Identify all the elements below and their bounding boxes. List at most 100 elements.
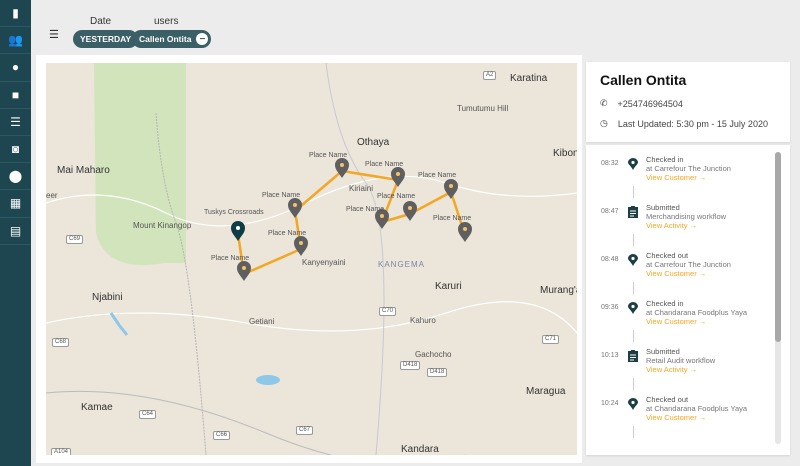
road-label: D418 <box>400 361 421 370</box>
event-time: 09:36 <box>601 304 619 311</box>
road-label: C67 <box>296 426 314 435</box>
route-segment <box>341 169 399 182</box>
marker-label: Place Name <box>433 215 472 222</box>
user-name: Callen Ontita <box>600 72 687 88</box>
map-place-label: Tumutumu Hill <box>457 104 509 113</box>
map[interactable]: IhitheWamaganaKaratinaTumutumu HillOthay… <box>46 63 577 455</box>
map-marker[interactable] <box>231 221 245 241</box>
camera-icon[interactable]: ◙ <box>0 136 31 164</box>
map-place-label: Othaya <box>357 137 390 148</box>
map-place-label: Karuri <box>435 281 462 292</box>
activity-timeline: 08:32 Checked in at Carrefour The Junction… <box>586 145 790 455</box>
map-place-label: Murang'a <box>540 285 577 296</box>
map-place-label: eer <box>46 191 58 200</box>
territory-icon[interactable]: ● <box>0 54 31 82</box>
sidebar: ▮ 👥 ● ■ ☰ ◙ ⬤ ▦ ▤ <box>0 0 31 466</box>
location-pin-icon[interactable]: ⬤ <box>0 163 31 191</box>
event-link[interactable]: View Customer → <box>646 269 707 278</box>
map-place-label: Getiani <box>249 317 275 326</box>
user-value: Callen Ontita <box>139 34 192 44</box>
event-link[interactable]: View Activity → <box>646 365 698 374</box>
remove-icon[interactable]: − <box>196 33 209 45</box>
event-detail: at Carrefour The Junction <box>646 260 731 269</box>
date-value: YESTERDAY <box>80 34 132 44</box>
event-link[interactable]: View Customer → <box>646 317 707 326</box>
road-label: D418 <box>427 368 448 377</box>
map-place-label: Kandara <box>401 444 439 455</box>
event-time: 10:13 <box>601 352 619 359</box>
clock-icon: ◷ <box>600 118 608 128</box>
last-updated: Last Updated: 5:30 pm - 15 July 2020 <box>617 118 768 129</box>
filter-icon[interactable]: ☰ <box>49 29 59 41</box>
location-pin-icon <box>628 302 638 314</box>
timeline-connector <box>633 234 634 246</box>
map-marker[interactable] <box>375 209 389 229</box>
map-marker[interactable] <box>403 201 417 221</box>
scrollbar-thumb[interactable] <box>775 152 781 342</box>
map-place-label: Njabini <box>92 292 123 303</box>
map-marker[interactable] <box>237 261 251 281</box>
road-label: C64 <box>139 410 157 419</box>
location-pin-icon <box>628 398 638 410</box>
map-marker[interactable] <box>458 222 472 242</box>
map-place-label: Kamae <box>81 402 113 413</box>
map-marker[interactable] <box>294 236 308 256</box>
event-title: Checked in <box>646 155 684 164</box>
road-label: A2 <box>483 71 497 80</box>
marker-label: Place Name <box>211 255 250 262</box>
map-place-label: Kibong <box>553 148 577 159</box>
road-label: A104 <box>51 448 72 455</box>
event-title: Submitted <box>646 203 680 212</box>
map-marker[interactable] <box>444 179 458 199</box>
map-marker[interactable] <box>335 158 349 178</box>
road-label: C68 <box>52 338 70 347</box>
list-icon[interactable]: ☰ <box>0 109 31 136</box>
user-chip[interactable]: Callen Ontita − <box>132 30 212 48</box>
timeline-event: 08:47 Submitted Merchandising workflow View… <box>586 201 776 241</box>
marker-label: Place Name <box>309 152 348 159</box>
marker-label: Place Name <box>365 161 404 168</box>
bar-chart-icon[interactable]: ▮ <box>0 0 31 28</box>
date-chip[interactable]: YESTERDAY <box>73 30 139 48</box>
filter-bar: ☰ Date users YESTERDAY Callen Ontita − <box>31 0 800 55</box>
event-title: Checked in <box>646 299 684 308</box>
clipboard-icon <box>628 350 638 362</box>
marker-label: Place Name <box>262 192 301 199</box>
clipboard-icon[interactable]: ▤ <box>0 218 31 245</box>
briefcase-icon[interactable]: ■ <box>0 82 31 109</box>
event-detail: at Chandarana Foodplus Yaya <box>646 308 748 317</box>
map-marker[interactable] <box>288 198 302 218</box>
event-title: Checked out <box>646 251 689 260</box>
event-link[interactable]: View Customer → <box>646 173 707 182</box>
timeline-connector <box>633 330 634 342</box>
event-time: 08:32 <box>601 160 619 167</box>
road-label: C69 <box>66 235 84 244</box>
timeline-event: 10:13 Submitted Retail Audit workflow View … <box>586 345 776 385</box>
route-segment <box>409 190 452 216</box>
building-icon[interactable]: ▦ <box>0 190 31 218</box>
users-label: users <box>154 16 179 27</box>
date-label: Date <box>90 16 112 27</box>
map-place-label: Kanyenyaini <box>302 258 346 267</box>
timeline-event: 09:36 Checked in at Chandarana Foodplus Ya… <box>586 297 776 337</box>
event-title: Submitted <box>646 347 680 356</box>
clipboard-icon <box>628 206 638 218</box>
event-time: 08:47 <box>601 208 619 215</box>
location-pin-icon <box>628 158 638 170</box>
marker-label: Place Name <box>418 172 457 179</box>
timeline-event: 10:24 Checked out at Chandarana Foodplus Y… <box>586 393 776 433</box>
marker-label: Place Name <box>268 230 307 237</box>
timeline-connector <box>633 426 634 438</box>
users-icon[interactable]: 👥 <box>0 27 31 55</box>
timeline-connector <box>633 378 634 390</box>
event-link[interactable]: View Activity → <box>646 221 698 230</box>
marker-label: Tuskys Crossroads <box>204 209 264 216</box>
map-place-label: Gachocho <box>415 350 452 359</box>
route-segment <box>294 170 343 212</box>
marker-label: Place Name <box>346 206 385 213</box>
map-marker[interactable] <box>391 167 405 187</box>
route-segment <box>243 247 302 276</box>
event-title: Checked out <box>646 395 689 404</box>
event-detail: at Chandarana Foodplus Yaya <box>646 404 748 413</box>
event-link[interactable]: View Customer → <box>646 413 707 422</box>
